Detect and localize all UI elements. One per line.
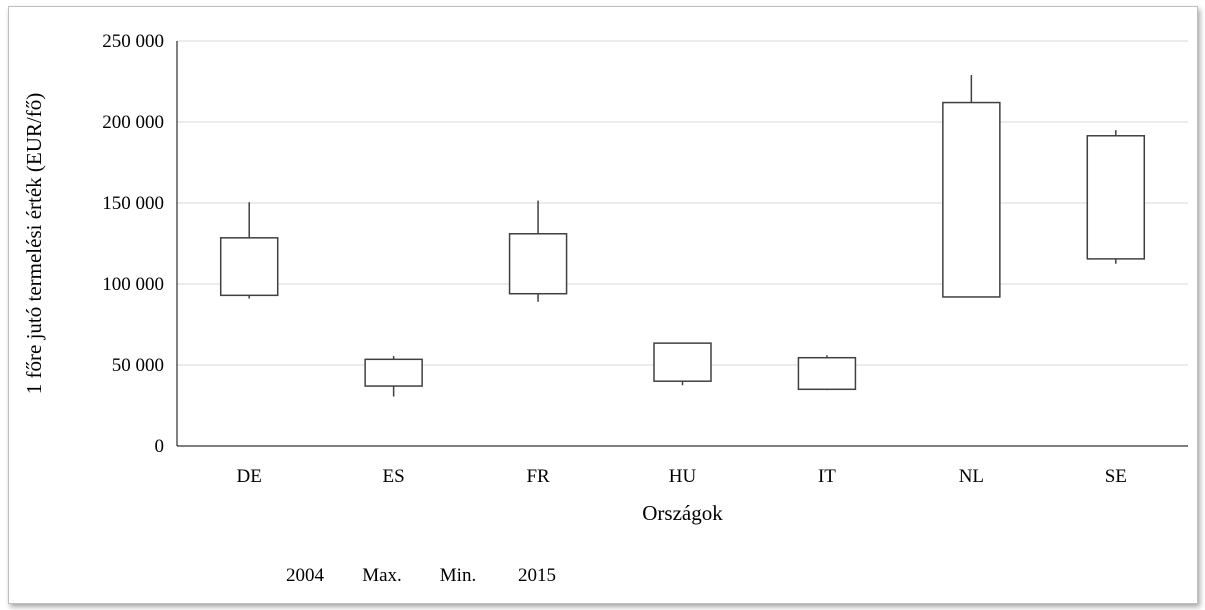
x-tick-label: FR [526,466,550,487]
candle-body [364,358,423,387]
candle-body [219,237,279,297]
candle-it [797,355,857,391]
candle-se [1086,130,1146,264]
candle-body [942,101,1001,298]
gridlines [177,40,1188,366]
y-tick-labels: 0 50 000 100 000 150 000 200 000 250 000 [102,31,164,457]
candlesticks [219,75,1146,397]
y-tick-label: 150 000 [102,193,164,214]
candle-body [653,342,712,382]
candle-hu [653,342,712,386]
x-tick-label: SE [1105,466,1127,487]
x-tick-label: DE [237,466,262,487]
legend-entry: Max. [362,565,402,586]
legend-entry: 2015 [518,565,556,586]
y-axis-title: 1 főre jutó termelési érték (EUR/fő) [22,93,46,394]
y-tick-label: 100 000 [102,274,164,295]
legend-entry: Min. [440,565,476,586]
legend-entry: 2004 [286,565,325,586]
y-tick-label: 250 000 [102,31,164,52]
candle-body [508,233,568,295]
x-tick-label: NL [959,466,984,487]
x-tick-label: ES [383,466,405,487]
x-tick-labels: DE ES FR HU IT NL SE [237,466,1127,487]
y-tick-label: 200 000 [102,112,164,133]
candle-fr [508,200,568,302]
y-tick-label: 50 000 [112,355,164,376]
candle-de [219,202,279,299]
y-tick-label: 0 [155,436,165,457]
candle-body [1086,135,1146,260]
legend: 2004 Max. Min. 2015 [286,565,556,586]
x-tick-label: IT [818,466,836,487]
x-axis-title: Országok [642,501,723,525]
x-tick-label: HU [669,466,697,487]
candle-body [797,356,857,391]
candle-es [364,356,423,397]
candle-nl [942,75,1001,298]
